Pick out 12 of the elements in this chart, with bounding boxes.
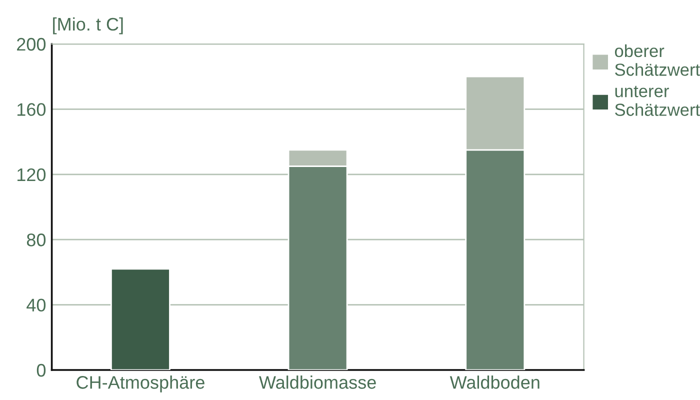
y-axis-title: [Mio. t C]: [53, 17, 123, 34]
x-tick-label: CH-Atmosphäre: [76, 376, 204, 392]
y-tick-label: 200: [17, 38, 46, 51]
y-tick-label: 40: [26, 298, 46, 312]
legend-label: unterer Schätzwert: [615, 86, 700, 116]
x-tick-label: Waldbiomasse: [259, 376, 376, 389]
bar: [110, 268, 170, 370]
x-tick-label: Waldboden: [450, 376, 540, 389]
y-tick-label: 80: [26, 234, 46, 246]
y-tick-label: 160: [18, 103, 46, 116]
y-tick-label: 0: [36, 364, 46, 377]
y-tick-label: 120: [18, 168, 46, 182]
